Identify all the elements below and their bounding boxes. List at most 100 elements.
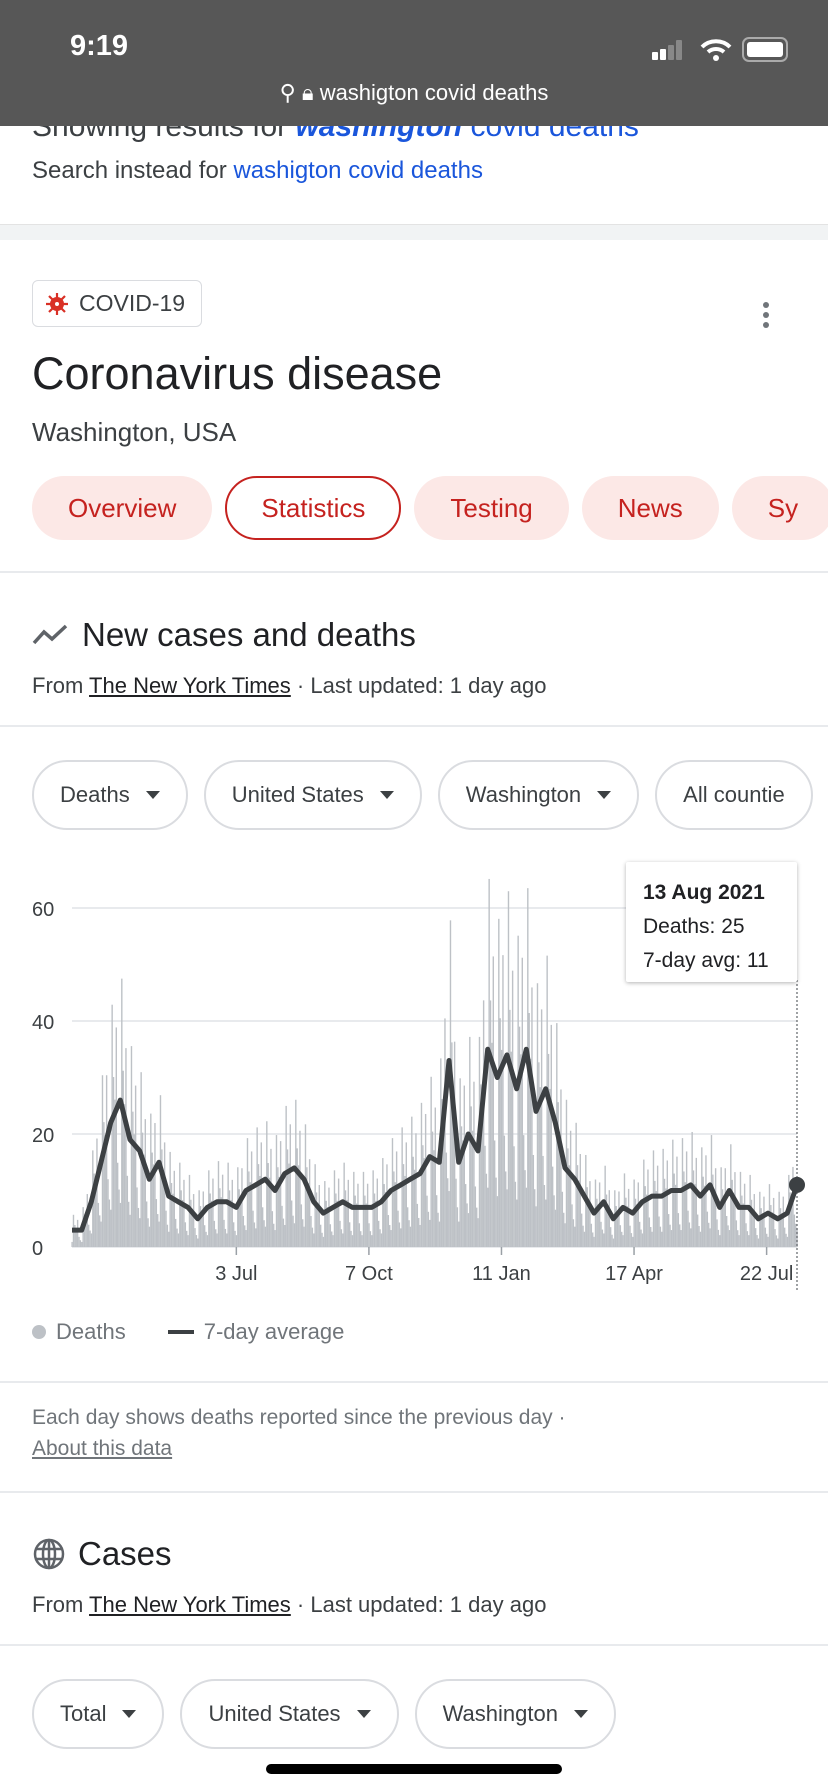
- source-line: From The New York Times · Last updated: …: [32, 1592, 547, 1617]
- deaths-bar: [380, 1233, 383, 1247]
- deaths-bar: [455, 1178, 457, 1247]
- deaths-bar: [326, 1207, 329, 1247]
- deaths-bar: [684, 1182, 686, 1247]
- deaths-bar: [753, 1194, 755, 1247]
- deaths-bar: [364, 1195, 366, 1247]
- deaths-bar: [469, 1036, 471, 1247]
- deaths-bar: [293, 1223, 296, 1247]
- about-data-link[interactable]: About this data: [32, 1437, 173, 1460]
- deaths-bar: [130, 1046, 133, 1247]
- deaths-bar: [470, 1106, 472, 1247]
- deaths-bar: [325, 1200, 327, 1247]
- deaths-bar: [415, 1133, 417, 1247]
- deaths-bar: [728, 1230, 731, 1247]
- deaths-bar: [213, 1220, 216, 1247]
- deaths-bar: [136, 1187, 138, 1247]
- deaths-bar: [781, 1213, 783, 1247]
- deaths-bar: [615, 1206, 617, 1247]
- deaths-bar: [564, 1223, 566, 1247]
- deaths-bar: [308, 1159, 311, 1247]
- deaths-bar: [191, 1208, 193, 1247]
- deaths-bar: [695, 1157, 697, 1247]
- deaths-bar: [589, 1181, 591, 1247]
- deaths-bar: [132, 1111, 134, 1247]
- tab-news[interactable]: News: [581, 476, 719, 540]
- more-options-icon[interactable]: [760, 302, 772, 328]
- deaths-bar: [463, 1085, 465, 1247]
- deaths-bar: [786, 1236, 789, 1247]
- deaths-bar: [282, 1218, 285, 1247]
- deaths-bar: [442, 1105, 445, 1247]
- country-dropdown[interactable]: United States: [203, 760, 422, 830]
- state-dropdown[interactable]: Washington: [414, 1679, 616, 1749]
- deaths-bar: [250, 1151, 253, 1247]
- deaths-bar: [674, 1184, 677, 1247]
- deaths-bar: [785, 1233, 787, 1247]
- deaths-bar: [125, 1048, 127, 1247]
- county-dropdown[interactable]: All countie: [655, 760, 813, 830]
- deaths-chart[interactable]: 0 20 40 60 3 Jul 7 Oct 11 Jan 17 Apr 22 Jul: [0, 850, 828, 1290]
- source-link[interactable]: The New York Times: [89, 673, 291, 698]
- country-dropdown[interactable]: United States: [180, 1679, 399, 1749]
- home-indicator[interactable]: [266, 1764, 562, 1774]
- deaths-bar: [532, 1154, 535, 1247]
- address-bar[interactable]: ⚲ 🔒︎ washigton covid deaths: [279, 80, 549, 105]
- deaths-bar: [669, 1224, 671, 1247]
- source-link[interactable]: The New York Times: [89, 1592, 291, 1617]
- tab-overview[interactable]: Overview: [32, 476, 213, 540]
- deaths-bar: [368, 1223, 370, 1247]
- state-dropdown[interactable]: Washington: [437, 760, 640, 830]
- deaths-bar: [180, 1190, 182, 1247]
- deaths-bar: [264, 1226, 267, 1247]
- tab-statistics[interactable]: Statistics: [225, 476, 402, 540]
- deaths-bar: [536, 983, 539, 1247]
- deaths-bar: [306, 1167, 308, 1247]
- deaths-bar: [311, 1227, 314, 1247]
- deaths-bar: [329, 1224, 332, 1247]
- deaths-bar: [231, 1179, 233, 1247]
- original-query-link[interactable]: washigton covid deaths: [233, 157, 483, 184]
- search-instead: Search instead for washigton covid death…: [32, 157, 483, 184]
- deaths-bar: [783, 1227, 786, 1247]
- deaths-bar: [716, 1219, 718, 1247]
- deaths-bar: [518, 1026, 521, 1247]
- deaths-bar: [114, 1099, 116, 1247]
- deaths-bar: [481, 1093, 483, 1247]
- deaths-bar: [296, 1148, 298, 1247]
- deaths-bar: [252, 1210, 254, 1247]
- y-tick-label: 0: [32, 1238, 43, 1260]
- deaths-bar: [344, 1190, 347, 1247]
- deaths-bar: [485, 1173, 488, 1247]
- deaths-bar: [394, 1182, 396, 1247]
- dropdown-arrow-icon: [597, 791, 612, 799]
- tab-testing[interactable]: Testing: [414, 476, 569, 540]
- deaths-bar: [621, 1231, 623, 1247]
- deaths-bar: [612, 1238, 615, 1247]
- deaths-bar: [162, 1169, 164, 1247]
- tab-symptoms[interactable]: Sy: [731, 476, 828, 540]
- deaths-bar: [155, 1199, 158, 1247]
- deaths-bar: [433, 1150, 435, 1247]
- metric-dropdown[interactable]: Deaths: [32, 760, 188, 830]
- metric-dropdown[interactable]: Total: [32, 1679, 165, 1749]
- deaths-bar: [116, 1162, 119, 1247]
- deaths-bar: [245, 1230, 247, 1247]
- search-icon: ⚲: [279, 80, 296, 105]
- deaths-bar: [705, 1155, 707, 1247]
- deaths-bar: [795, 1223, 797, 1247]
- deaths-bar: [509, 1009, 511, 1247]
- deaths-bar: [74, 1224, 76, 1247]
- deaths-bar: [220, 1197, 222, 1247]
- deaths-bar: [441, 1099, 443, 1247]
- deaths-bar: [285, 1105, 287, 1247]
- x-tick-label: 11 Jan: [472, 1263, 531, 1285]
- deaths-bar: [315, 1192, 318, 1247]
- deaths-bar: [408, 1220, 410, 1247]
- chart-legend: Deaths 7-day average: [32, 1319, 344, 1345]
- legend-average: 7-day average: [203, 1319, 345, 1344]
- deaths-bar: [445, 1152, 448, 1247]
- deaths-bar: [313, 1233, 315, 1247]
- deaths-bar: [451, 1042, 453, 1247]
- deaths-bar: [209, 1193, 211, 1247]
- deaths-bar: [424, 1113, 427, 1247]
